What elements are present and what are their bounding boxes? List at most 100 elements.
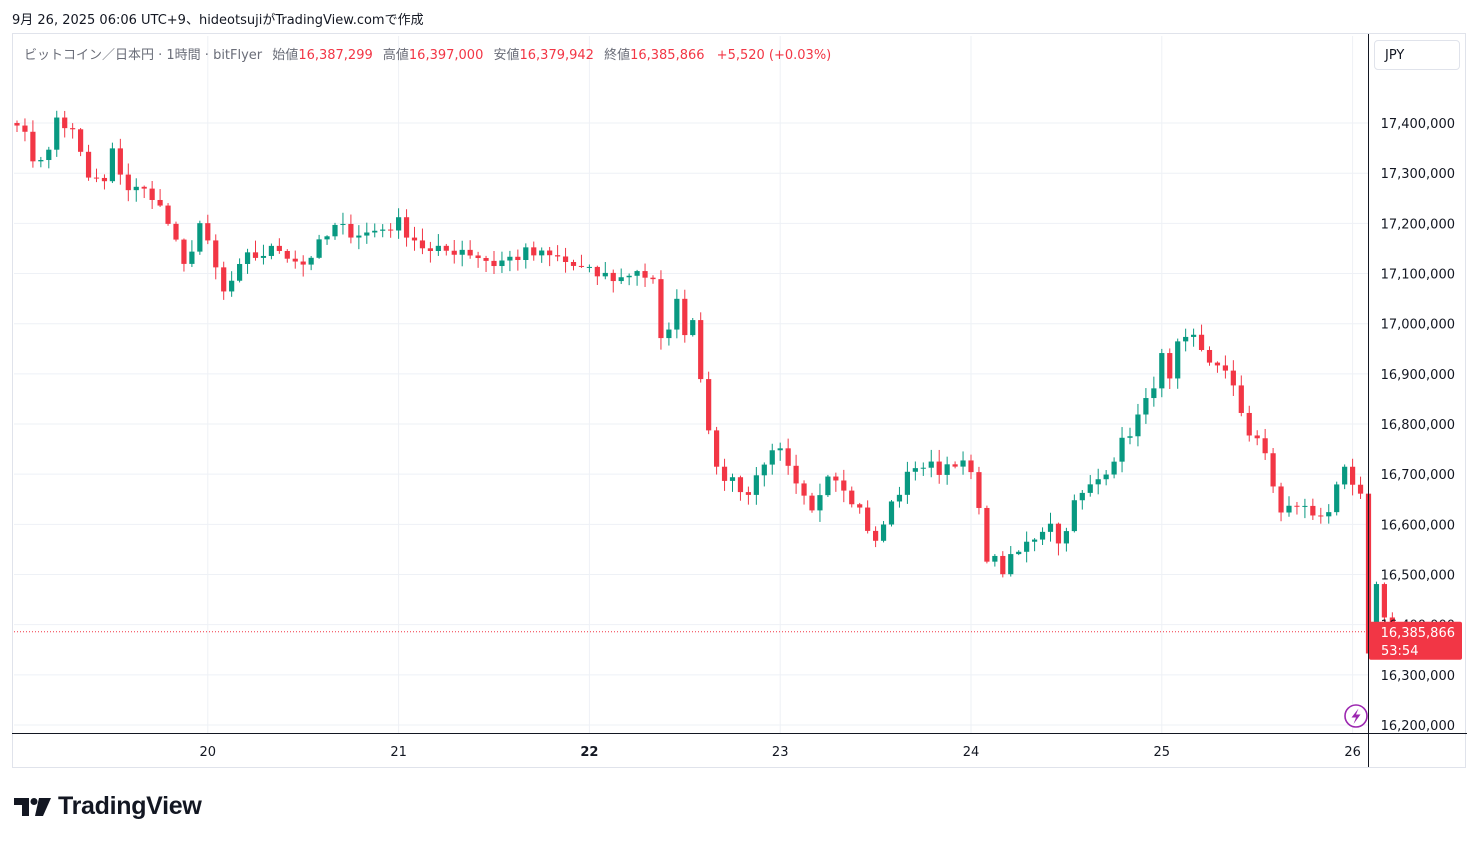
candle-body <box>1103 474 1109 480</box>
candle <box>1159 348 1165 398</box>
candle-body <box>801 483 807 496</box>
candle-body <box>610 272 616 282</box>
candle-body <box>1350 466 1356 485</box>
candle <box>618 268 624 284</box>
candle <box>1095 468 1101 495</box>
candle <box>737 475 744 501</box>
candle-body <box>181 239 187 264</box>
candle-body <box>1183 336 1189 342</box>
x-tick-label: 20 <box>200 745 217 760</box>
x-tick-label: 21 <box>390 745 407 760</box>
candle <box>809 492 815 513</box>
candle-body <box>515 256 521 260</box>
candle-body <box>928 461 934 468</box>
candle-body <box>1214 362 1221 366</box>
y-axis[interactable]: 16,200,00016,300,00016,400,00016,500,000… <box>1381 117 1455 734</box>
candle-body <box>197 223 203 252</box>
candle-body <box>1334 484 1340 513</box>
candle <box>523 243 529 269</box>
candle <box>435 234 441 256</box>
candle-body <box>960 460 966 467</box>
y-tick-label: 16,700,000 <box>1381 468 1455 483</box>
candle <box>745 486 751 505</box>
candle <box>833 472 839 492</box>
candle-body <box>507 256 513 261</box>
candle-body <box>793 465 799 484</box>
x-axis[interactable]: 20 21 22 23 24 25 26 <box>200 745 1361 760</box>
lightning-icon[interactable] <box>1344 704 1368 728</box>
candle <box>777 442 783 461</box>
last-price-tag: 16,385,866 53:54 <box>1369 621 1462 660</box>
y-tick-label: 16,600,000 <box>1381 518 1455 533</box>
candles <box>14 110 1395 659</box>
change-value: +5,520 (+0.03%) <box>716 48 832 63</box>
candle <box>1151 376 1157 407</box>
candle-body <box>38 160 44 162</box>
tradingview-logo[interactable]: TradingView <box>14 792 202 821</box>
candle-body <box>968 460 974 473</box>
candle <box>865 500 871 534</box>
candle-body <box>586 266 592 268</box>
candle-body <box>356 235 362 238</box>
y-tick-label: 16,300,000 <box>1381 669 1455 684</box>
candle-body <box>1373 584 1380 654</box>
y-tick-label: 17,000,000 <box>1381 318 1455 333</box>
open-label: 始値 <box>272 48 299 63</box>
candle <box>38 156 44 168</box>
candle-body <box>1357 484 1364 494</box>
candle-body <box>499 260 505 267</box>
candle <box>22 118 28 142</box>
candle <box>197 220 203 255</box>
candle-body <box>141 186 147 189</box>
candle <box>1008 546 1014 577</box>
candle <box>491 251 497 275</box>
candle-body <box>1111 461 1117 475</box>
candle-body <box>1238 385 1244 413</box>
candle-body <box>332 224 338 237</box>
candle <box>896 486 903 508</box>
candle-body <box>1000 555 1006 575</box>
candle-body <box>562 256 569 263</box>
candle-body <box>570 262 577 266</box>
candle-body <box>721 466 728 481</box>
candle <box>1230 360 1236 396</box>
candle <box>1278 482 1284 522</box>
candle <box>30 120 36 168</box>
candle-body <box>1016 551 1022 555</box>
candle <box>332 222 338 240</box>
candle <box>1071 494 1077 533</box>
candle-body <box>491 260 497 267</box>
candle <box>936 449 942 484</box>
candle <box>284 249 290 263</box>
candle <box>1111 457 1117 479</box>
candle-body <box>292 258 298 262</box>
candle-body <box>849 490 855 505</box>
candle <box>157 189 163 207</box>
candle <box>1254 430 1260 446</box>
candle <box>54 110 60 157</box>
currency-button[interactable]: JPY <box>1374 40 1460 70</box>
candle <box>1032 538 1038 552</box>
candle-body <box>149 188 155 200</box>
candle <box>356 225 362 250</box>
candle-body <box>459 249 465 255</box>
candle-body <box>745 492 751 495</box>
candle-body <box>1206 349 1213 363</box>
candle <box>221 261 227 300</box>
candle-body <box>125 174 131 191</box>
candle <box>1286 496 1292 517</box>
candle-body <box>229 280 235 292</box>
symbol-label[interactable]: ビットコイン／日本円 · 1時間 · bitFlyer <box>24 48 263 63</box>
candle <box>483 255 489 272</box>
candle <box>1246 405 1252 442</box>
x-tick-label: 25 <box>1154 745 1171 760</box>
candle-body <box>101 177 108 182</box>
candle <box>515 249 521 271</box>
candle-body <box>70 128 76 130</box>
candle <box>555 245 561 262</box>
candle <box>944 456 950 485</box>
last-price-tag-countdown: 53:54 <box>1381 644 1418 659</box>
candle <box>149 180 155 209</box>
candle-body <box>1055 523 1062 544</box>
